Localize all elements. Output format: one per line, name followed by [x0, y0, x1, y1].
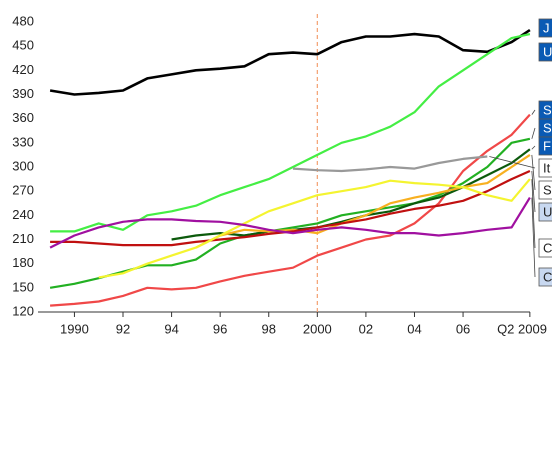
y-tick-label: 480 — [12, 13, 34, 28]
y-tick-label: 450 — [12, 38, 34, 53]
leader-line — [531, 154, 536, 191]
y-tick-label: 330 — [12, 134, 34, 149]
y-tick-label: 210 — [12, 231, 34, 246]
x-tick-label: 06 — [456, 321, 470, 336]
legend-box — [538, 180, 552, 200]
series-line — [49, 137, 531, 289]
series-line — [49, 29, 531, 96]
x-tick-label: 04 — [407, 321, 421, 336]
leader-line — [531, 179, 536, 249]
leader-line — [531, 127, 536, 139]
leader-line — [531, 109, 536, 115]
legend-box — [538, 238, 552, 258]
leader-line — [531, 170, 536, 213]
legend-box — [538, 202, 552, 222]
y-tick-label: 120 — [12, 303, 34, 318]
series-line — [98, 178, 531, 279]
series-line — [50, 169, 531, 247]
legend-label: C — [543, 240, 552, 255]
legend-label: J — [543, 20, 550, 35]
legend-box — [538, 267, 552, 287]
series-line — [50, 33, 531, 233]
leader-line — [531, 145, 536, 150]
series-line — [292, 155, 488, 173]
legend-label: F — [543, 138, 551, 153]
x-tick-label: 94 — [164, 321, 178, 336]
x-tick-label: 98 — [262, 321, 276, 336]
legend-label: C — [543, 269, 552, 284]
y-tick-label: 180 — [12, 255, 34, 270]
y-tick-label: 390 — [12, 86, 34, 101]
legend-box — [538, 136, 552, 156]
legend-label: It — [543, 160, 551, 175]
y-tick-label: 240 — [12, 207, 34, 222]
y-tick-label: 300 — [12, 158, 34, 173]
x-tick-label: 02 — [359, 321, 373, 336]
legend-box — [538, 18, 552, 38]
legend-label: S — [543, 120, 552, 135]
leader-line — [489, 156, 536, 169]
y-tick-label: 420 — [12, 62, 34, 77]
legend-box — [538, 42, 552, 62]
series-line — [195, 153, 531, 249]
y-tick-label: 270 — [12, 183, 34, 198]
y-tick-label: 150 — [12, 279, 34, 294]
legend-label: S — [543, 102, 552, 117]
legend-label: S — [543, 182, 552, 197]
series-line — [49, 197, 531, 249]
x-tick-label: 2000 — [303, 321, 332, 336]
x-tick-label: Q2 2009 — [497, 321, 547, 336]
x-tick-label: 92 — [116, 321, 130, 336]
x-tick-label: 1990 — [60, 321, 89, 336]
legend-label: U — [543, 44, 552, 59]
y-tick-label: 360 — [12, 110, 34, 125]
leader-line — [531, 197, 536, 278]
legend-label: U — [543, 204, 552, 219]
series-line — [50, 113, 531, 307]
x-tick-label: 96 — [213, 321, 227, 336]
legend-box — [538, 158, 552, 178]
